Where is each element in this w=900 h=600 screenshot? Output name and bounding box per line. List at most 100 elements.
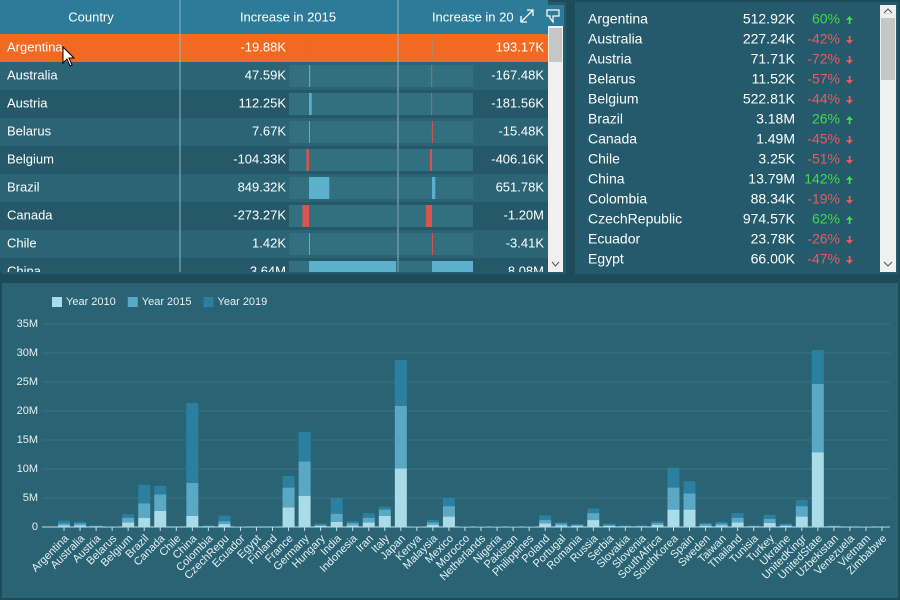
data-bar (306, 149, 309, 171)
bar-segment (619, 525, 632, 526)
arrow-down (846, 256, 853, 264)
bar-segment (795, 516, 808, 527)
column-header: Increase in 2015 (240, 9, 336, 24)
bar-segment (186, 402, 199, 483)
grid-row[interactable]: Austria 112.25K -181.56K (0, 90, 548, 118)
list-change: -44% (807, 91, 840, 107)
grid-row[interactable]: Australia 47.59K -167.48K (0, 62, 548, 90)
bar-segment (426, 522, 439, 525)
bar-segment (587, 508, 600, 514)
bar-segment (330, 513, 343, 522)
bar-segment (683, 481, 696, 494)
bar-segment (571, 524, 584, 526)
filter-icon (546, 9, 560, 24)
scroll-down[interactable] (551, 261, 560, 267)
scroll-thumb[interactable] (549, 28, 562, 62)
bar-cell (399, 65, 473, 87)
bar-segment (779, 523, 792, 525)
list-value: 71.71K (751, 51, 796, 67)
y-tick-label: 5M (23, 492, 38, 504)
list-value: 13.79M (748, 171, 795, 187)
arrow-up (846, 176, 853, 184)
list-country: Egypt (588, 251, 624, 267)
data-bar (431, 121, 433, 143)
list-scrollbar[interactable] (880, 5, 896, 272)
data-bar (309, 65, 311, 87)
grid-row[interactable]: Belgium -104.33K -406.16K (0, 146, 548, 174)
maximize-icon (520, 9, 534, 23)
list-country: Argentina (588, 11, 648, 27)
bar-segment (378, 506, 391, 510)
grid-row[interactable]: China 3.64M 8.08M (0, 258, 548, 286)
bar-segment (378, 515, 391, 527)
list-value: 3.25K (758, 151, 795, 167)
list-value: 3.18M (756, 111, 795, 127)
value-cell: -406.16K (491, 151, 544, 166)
grid-row[interactable]: Belarus 7.67K -15.48K (0, 118, 548, 146)
bar-segment (202, 525, 215, 526)
list-value: 23.78K (751, 231, 796, 247)
bar-segment (346, 521, 359, 523)
value-cell: -273.27K (233, 207, 286, 222)
bar-segment (298, 431, 311, 462)
bar-segment (442, 506, 455, 517)
country-cell: Canada (7, 207, 53, 222)
bar-segment (74, 521, 87, 524)
grid-row[interactable]: Chile 1.42K -3.41K (0, 230, 548, 258)
grid-scrollbar[interactable] (548, 26, 563, 272)
value-cell: 849.32K (238, 179, 287, 194)
data-bar (309, 177, 330, 199)
bar-cell (289, 233, 397, 255)
country-list: Argentina 512.92K 60% Australia 227.24K -42% A… (588, 11, 853, 267)
y-tick-label: 25M (17, 376, 38, 388)
value-cell: -104.33K (233, 151, 286, 166)
grid-row[interactable]: Brazil 849.32K 651.78K (0, 174, 548, 202)
bar-cell (399, 149, 473, 171)
value-cell: 651.78K (496, 179, 545, 194)
country-cell: Brazil (7, 179, 40, 194)
scroll-up[interactable] (883, 8, 893, 14)
value-cell: -1.20M (504, 207, 544, 222)
list-change: -51% (807, 151, 840, 167)
bar-segment (619, 526, 632, 527)
scroll-thumb[interactable] (881, 18, 895, 80)
bar-segment (539, 520, 552, 524)
bar-segment (362, 513, 375, 518)
bar-segment (763, 518, 776, 523)
arrow-down (846, 76, 853, 84)
data-bar (431, 93, 433, 115)
list-country: Ecuador (588, 231, 640, 247)
data-bar (308, 37, 310, 59)
bar-segment (731, 517, 744, 523)
list-country: China (588, 171, 625, 187)
grid-row[interactable]: Argentina -19.88K 193.17K (0, 34, 548, 62)
value-cell: 1.42K (252, 235, 286, 250)
value-cell: -181.56K (491, 95, 544, 110)
bar-segment (571, 524, 584, 525)
data-bar (309, 121, 310, 143)
bar-segment (555, 525, 568, 527)
bar-segment (314, 523, 327, 525)
bar-segment (186, 482, 199, 516)
bar-segment (827, 525, 840, 526)
grid-header (0, 0, 548, 34)
bar-segment (362, 522, 375, 527)
bar-segment (122, 522, 135, 527)
bar-segment (811, 350, 824, 384)
scroll-down[interactable] (883, 261, 893, 267)
list-change: -26% (807, 231, 840, 247)
list-value: 66.00K (751, 251, 796, 267)
grid-row[interactable]: Canada -273.27K -1.20M (0, 202, 548, 230)
bar-segment (539, 515, 552, 521)
bar-segment (603, 525, 616, 527)
bar-segment (651, 522, 664, 525)
bar-segment (747, 526, 760, 527)
bar-segment (442, 516, 455, 527)
bar-segment (635, 525, 648, 526)
scroll-track[interactable] (548, 26, 563, 272)
arrow-down (846, 36, 853, 44)
bar-segment (90, 525, 103, 526)
bar-segment (779, 525, 792, 527)
